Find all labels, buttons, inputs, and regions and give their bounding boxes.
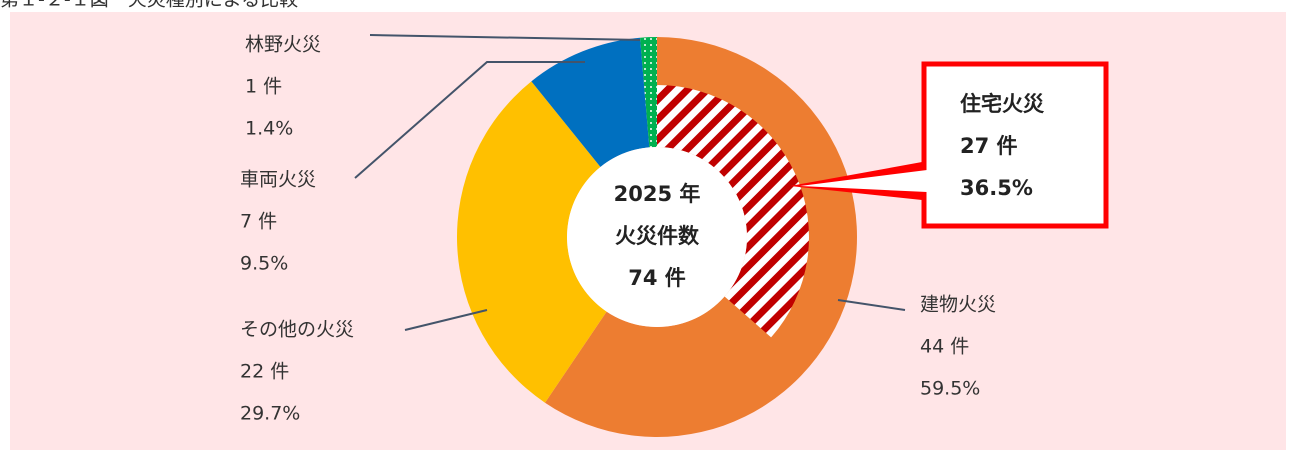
center-text: 2025 年 — [614, 182, 701, 206]
value-label: 22 件 — [240, 361, 289, 383]
center-text: 74 件 — [628, 266, 686, 290]
leader-line — [404, 309, 488, 331]
percent-label: 1.4% — [245, 118, 293, 140]
value-label: 1 件 — [245, 76, 282, 98]
donut-slice — [531, 37, 650, 167]
value-label: 44 件 — [920, 336, 969, 358]
donut-slice — [457, 81, 607, 403]
percent-label: 9.5% — [240, 253, 288, 275]
callout-name: 住宅火災 — [960, 92, 1045, 116]
sub-slice — [657, 85, 809, 338]
percent-label: 59.5% — [920, 378, 980, 400]
donut-hole — [567, 147, 747, 327]
callout-box — [921, 61, 1109, 229]
center-text: 火災件数 — [615, 224, 700, 248]
leader-line — [369, 34, 641, 41]
leader-line — [837, 299, 906, 311]
value-label: 7 件 — [240, 211, 277, 233]
callout-value: 27 件 — [960, 134, 1018, 158]
category-label: 林野火災 — [245, 34, 321, 56]
leader-line — [354, 61, 585, 179]
chart-title: 第１-２-１図 火災種別による比較 — [0, 0, 298, 11]
percent-label: 29.7% — [240, 403, 300, 425]
donut-slice — [640, 37, 657, 148]
category-label: その他の火災 — [240, 319, 354, 341]
category-label: 建物火災 — [920, 294, 996, 316]
callout-pointer-inner — [800, 170, 927, 192]
category-label: 車両火災 — [240, 169, 316, 191]
donut-slice — [545, 37, 858, 437]
callout-percent: 36.5% — [960, 176, 1033, 200]
